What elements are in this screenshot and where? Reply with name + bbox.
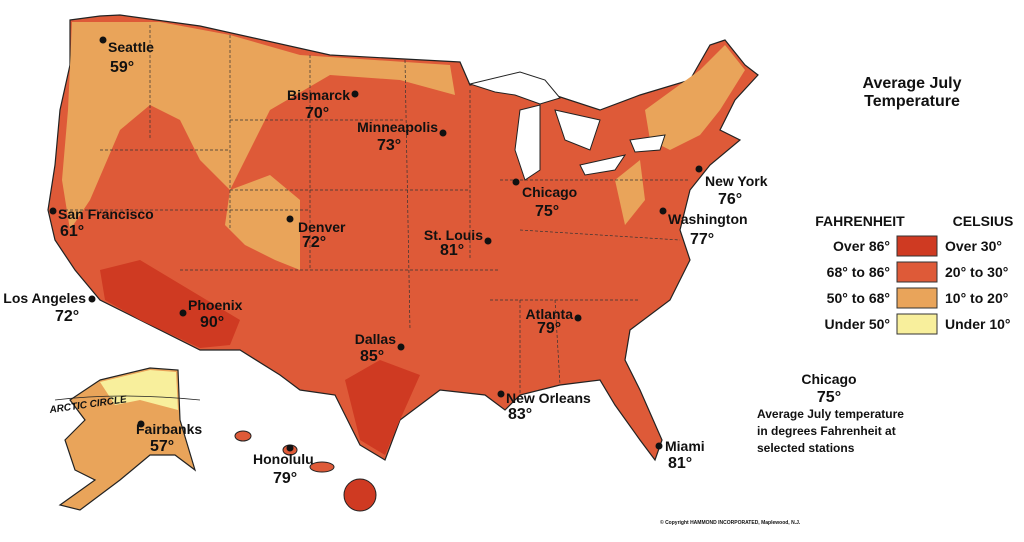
city-name: Honolulu	[253, 451, 314, 467]
city-dot	[655, 442, 663, 450]
city-temp: 75°	[535, 203, 559, 220]
city-temp: 79°	[273, 470, 297, 487]
legend-fahrenheit: Under 50°	[824, 316, 890, 332]
city-name: Washington	[668, 211, 748, 227]
legend-fahrenheit: 50° to 68°	[827, 290, 890, 306]
title: Temperature	[864, 93, 960, 110]
city-name: New York	[705, 173, 768, 189]
city-name: Dallas	[355, 331, 396, 347]
city-temp: 79°	[537, 320, 561, 337]
city-temp: 85°	[360, 348, 384, 365]
city-dot	[484, 237, 492, 245]
alaska-cold	[100, 370, 178, 410]
legend-header: FAHRENHEIT	[815, 213, 905, 229]
island	[343, 478, 377, 512]
contiguous-us	[47, 14, 759, 462]
city-name: St. Louis	[424, 227, 483, 243]
city-dot	[574, 314, 582, 322]
key-city: Chicago	[801, 371, 856, 387]
city-name: New Orleans	[506, 390, 591, 406]
city-temp: 72°	[302, 234, 326, 251]
key-text: Average July temperature	[757, 407, 904, 421]
city-temp: 59°	[110, 59, 134, 76]
city-name: Miami	[665, 438, 705, 454]
city-name: Denver	[298, 219, 346, 235]
city-dot	[286, 215, 294, 223]
city-dot	[512, 178, 520, 186]
city-temp: 81°	[440, 242, 464, 259]
city-name: Fairbanks	[136, 421, 202, 437]
legend-celsius: Over 30°	[945, 238, 1002, 254]
city-name: Atlanta	[526, 306, 574, 322]
city-temp: 90°	[200, 314, 224, 331]
city-temp: 73°	[377, 137, 401, 154]
city-temp: 61°	[60, 223, 84, 240]
hawaii	[234, 430, 377, 512]
great-lakes	[468, 71, 666, 181]
island	[234, 430, 252, 442]
city-temp: 83°	[508, 406, 532, 423]
city-name: Chicago	[522, 184, 577, 200]
key-temp: 75°	[817, 389, 841, 406]
city-dot	[137, 420, 145, 428]
city-name: Minneapolis	[357, 119, 438, 135]
cool-region	[615, 160, 645, 225]
hot-region	[345, 360, 420, 455]
city-name: Bismarck	[287, 87, 350, 103]
city-dot	[397, 343, 405, 351]
legend-fahrenheit: 68° to 86°	[827, 264, 890, 280]
city-temp: 81°	[668, 455, 692, 472]
island	[309, 461, 335, 473]
legend-header: CELSIUS	[953, 213, 1014, 229]
legend-swatch	[896, 287, 938, 309]
legend-celsius: Under 10°	[945, 316, 1011, 332]
key-text: selected stations	[757, 441, 855, 455]
legend-swatch	[896, 261, 938, 283]
city-name: Phoenix	[188, 297, 243, 313]
cool-region	[62, 22, 455, 230]
city-name: San Francisco	[58, 206, 154, 222]
copyright: © Copyright HAMMOND INCORPORATED, Maplew…	[660, 519, 801, 526]
legend-celsius: 20° to 30°	[945, 264, 1008, 280]
legend-celsius: 10° to 20°	[945, 290, 1008, 306]
city-dot	[695, 165, 703, 173]
city-dot	[99, 36, 107, 44]
city-dot	[659, 207, 667, 215]
city-dot	[286, 444, 294, 452]
city-temp: 70°	[305, 105, 329, 122]
state-borders	[60, 25, 690, 395]
arctic-circle-line	[54, 395, 201, 401]
city-dot	[351, 90, 359, 98]
city-dot	[88, 295, 96, 303]
city-temp: 76°	[718, 191, 742, 208]
legend-fahrenheit: Over 86°	[833, 238, 890, 254]
hot-region	[100, 260, 240, 348]
title: Average July	[862, 75, 961, 92]
key-text: in degrees Fahrenheit at	[757, 424, 896, 438]
legend-swatch	[896, 313, 938, 335]
cool-region	[645, 45, 745, 150]
legend-swatch	[896, 235, 938, 257]
city-dot	[439, 129, 447, 137]
city-dot	[497, 390, 505, 398]
city-temp: 57°	[150, 438, 174, 455]
city-dot	[179, 309, 187, 317]
city-temp: 77°	[690, 231, 714, 248]
cool-region	[225, 175, 300, 270]
city-name: Los Angeles	[3, 290, 86, 306]
city-dot	[49, 207, 57, 215]
city-name: Seattle	[108, 39, 154, 55]
city-temp: 72°	[55, 308, 79, 325]
